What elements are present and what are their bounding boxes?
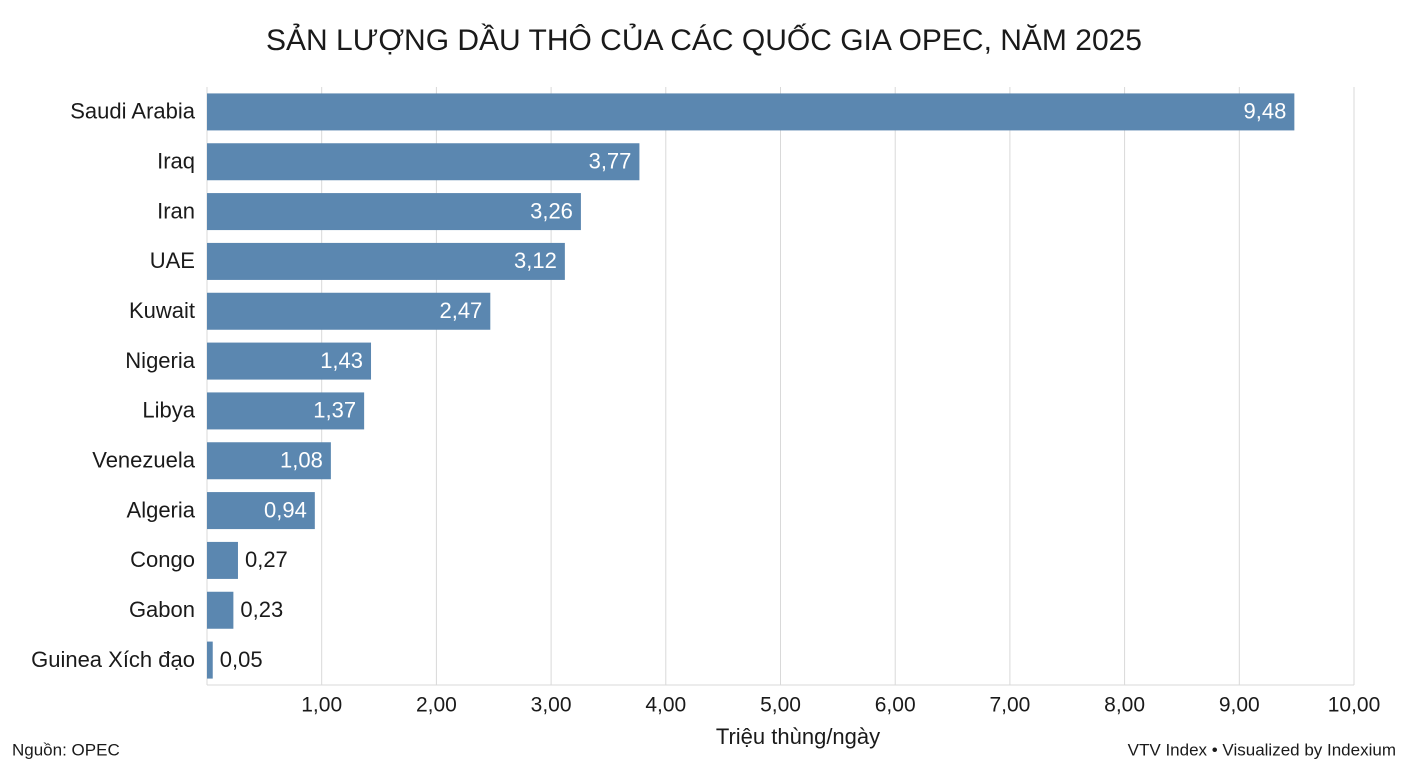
y-tick-label: Saudi Arabia: [70, 99, 196, 124]
y-tick-label: UAE: [150, 248, 195, 273]
credit: VTV Index • Visualized by Indexium: [1128, 740, 1396, 759]
value-label: 3,12: [514, 248, 557, 273]
x-axis-label: Triệu thùng/ngày: [716, 724, 880, 749]
value-label: 1,43: [320, 348, 363, 373]
value-label: 0,05: [220, 647, 263, 672]
value-label: 3,26: [530, 198, 573, 223]
x-tick-label: 1,00: [301, 694, 342, 717]
bar: [207, 242, 565, 280]
bar: [207, 442, 331, 480]
y-tick-label: Iraq: [157, 149, 195, 174]
bar: [207, 292, 491, 330]
value-label: 0,94: [264, 497, 307, 522]
bar: [207, 641, 213, 679]
x-tick-label: 6,00: [875, 694, 916, 717]
value-label: 1,37: [313, 398, 356, 423]
x-tick-label: 5,00: [760, 694, 801, 717]
bar: [207, 342, 372, 380]
y-tick-label: Kuwait: [129, 298, 195, 323]
value-label: 0,23: [240, 597, 283, 622]
value-label: 1,08: [280, 448, 323, 473]
bar: [207, 93, 1295, 131]
y-tick-label: Congo: [130, 547, 195, 572]
value-label: 9,48: [1244, 99, 1287, 124]
source: Nguồn: OPEC: [12, 740, 120, 759]
y-tick-label: Guinea Xích đạo: [31, 647, 195, 672]
value-label: 2,47: [439, 298, 482, 323]
x-tick-label: 3,00: [531, 694, 572, 717]
x-tick-label: 2,00: [416, 694, 457, 717]
x-tick-label: 10,00: [1328, 694, 1381, 717]
bar: [207, 193, 581, 231]
bar: [207, 541, 238, 579]
y-tick-label: Algeria: [127, 497, 196, 522]
x-tick-label: 9,00: [1219, 694, 1260, 717]
bar: [207, 492, 315, 530]
y-tick-label: Libya: [142, 398, 195, 423]
x-tick-label: 8,00: [1104, 694, 1145, 717]
bar: [207, 591, 234, 629]
value-label: 0,27: [245, 547, 288, 572]
y-tick-label: Venezuela: [92, 448, 196, 473]
y-tick-label: Iran: [157, 198, 195, 223]
bar: [207, 392, 365, 430]
value-label: 3,77: [589, 149, 632, 174]
bar: [207, 143, 640, 181]
x-tick-label: 7,00: [989, 694, 1030, 717]
y-tick-label: Gabon: [129, 597, 195, 622]
chart-title: SẢN LƯỢNG DẦU THÔ CỦA CÁC QUỐC GIA OPEC,…: [266, 23, 1142, 57]
y-tick-label: Nigeria: [125, 348, 195, 373]
x-tick-label: 4,00: [645, 694, 686, 717]
